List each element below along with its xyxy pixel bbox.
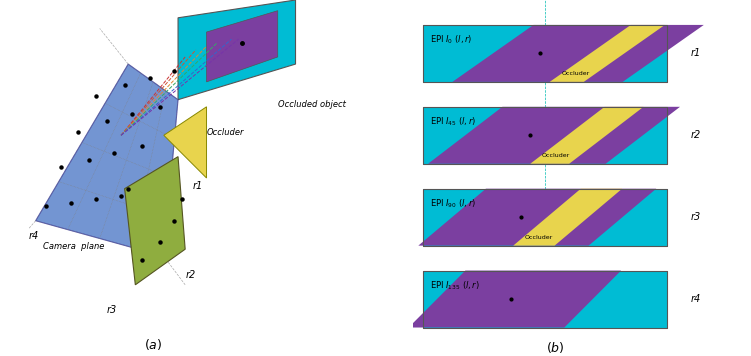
Text: Occluder: Occluder	[561, 71, 590, 76]
Polygon shape	[418, 189, 656, 246]
Text: EPI $I_{45}$ $(l,r)$: EPI $I_{45}$ $(l,r)$	[430, 116, 476, 128]
FancyBboxPatch shape	[424, 107, 667, 164]
Polygon shape	[409, 271, 621, 328]
Text: r2: r2	[185, 270, 195, 280]
Polygon shape	[428, 107, 680, 164]
Text: EPI $I_{135}$ $(l,r)$: EPI $I_{135}$ $(l,r)$	[430, 279, 480, 292]
Text: r1: r1	[192, 181, 203, 191]
Text: Occluder: Occluder	[542, 153, 570, 158]
Polygon shape	[513, 189, 622, 246]
Text: Occluder: Occluder	[207, 128, 244, 137]
Text: $(a)$: $(a)$	[144, 337, 162, 352]
Text: r2: r2	[690, 130, 701, 140]
Text: Occluder: Occluder	[525, 235, 553, 240]
Polygon shape	[530, 107, 644, 164]
Polygon shape	[125, 157, 185, 285]
Text: r3: r3	[107, 305, 117, 315]
Text: r3: r3	[690, 212, 701, 222]
FancyBboxPatch shape	[424, 189, 667, 246]
Text: r1: r1	[690, 48, 701, 58]
Polygon shape	[452, 25, 704, 82]
FancyBboxPatch shape	[424, 25, 667, 82]
Polygon shape	[35, 64, 178, 256]
Text: r4: r4	[690, 294, 701, 304]
Text: Occluded object: Occluded object	[278, 100, 345, 109]
Text: r4: r4	[29, 231, 39, 241]
Text: EPI $I_0$ $(l,r)$: EPI $I_0$ $(l,r)$	[430, 34, 472, 46]
Text: EPI $I_{90}$ $(l,r)$: EPI $I_{90}$ $(l,r)$	[430, 198, 476, 210]
Polygon shape	[207, 11, 278, 82]
Text: Camera  plane: Camera plane	[43, 242, 104, 251]
Polygon shape	[550, 25, 665, 82]
Text: $(b)$: $(b)$	[546, 340, 564, 355]
Polygon shape	[164, 107, 207, 178]
FancyBboxPatch shape	[424, 271, 667, 328]
Polygon shape	[178, 0, 296, 100]
